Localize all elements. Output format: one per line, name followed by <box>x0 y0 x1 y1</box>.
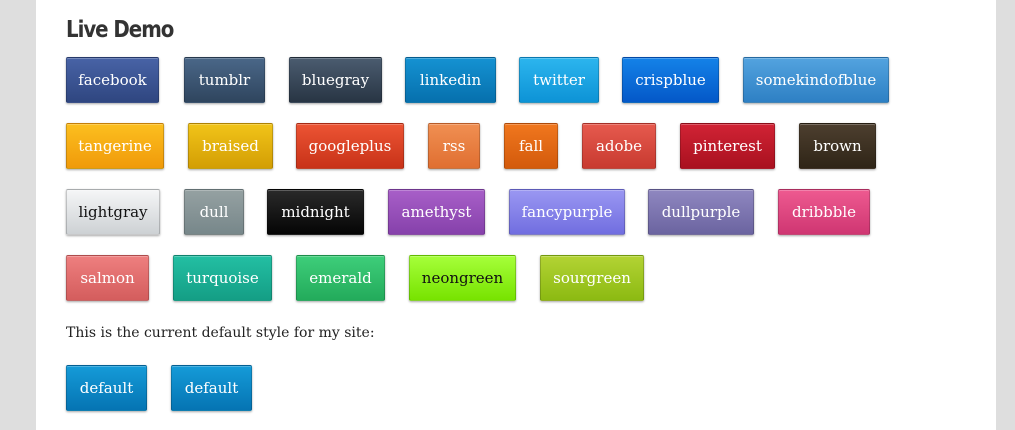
midnight-button[interactable]: midnight <box>267 189 364 235</box>
lightgray-button[interactable]: lightgray <box>66 189 160 235</box>
page-title: Live Demo <box>66 17 174 43</box>
salmon-button[interactable]: salmon <box>66 255 149 301</box>
default-style-note: This is the current default style for my… <box>66 325 375 341</box>
tumblr-button[interactable]: tumblr <box>184 57 265 103</box>
default-button[interactable]: default <box>171 365 252 411</box>
googleplus-button[interactable]: googleplus <box>296 123 404 169</box>
fancypurple-button[interactable]: fancypurple <box>509 189 625 235</box>
pinterest-button[interactable]: pinterest <box>680 123 775 169</box>
braised-button[interactable]: braised <box>188 123 273 169</box>
tangerine-button[interactable]: tangerine <box>66 123 164 169</box>
rss-button[interactable]: rss <box>428 123 480 169</box>
facebook-button[interactable]: facebook <box>66 57 159 103</box>
dullpurple-button[interactable]: dullpurple <box>648 189 754 235</box>
crispblue-button[interactable]: crispblue <box>622 57 719 103</box>
twitter-button[interactable]: twitter <box>519 57 599 103</box>
emerald-button[interactable]: emerald <box>296 255 385 301</box>
dull-button[interactable]: dull <box>184 189 244 235</box>
fall-button[interactable]: fall <box>504 123 558 169</box>
amethyst-button[interactable]: amethyst <box>388 189 485 235</box>
default-button[interactable]: default <box>66 365 147 411</box>
turquoise-button[interactable]: turquoise <box>173 255 272 301</box>
linkedin-button[interactable]: linkedin <box>405 57 496 103</box>
somekindofblue-button[interactable]: somekindofblue <box>743 57 889 103</box>
neongreen-button[interactable]: neongreen <box>409 255 516 301</box>
bluegray-button[interactable]: bluegray <box>289 57 382 103</box>
sourgreen-button[interactable]: sourgreen <box>540 255 644 301</box>
brown-button[interactable]: brown <box>799 123 876 169</box>
content-page: Live Demo facebook tumblr bluegray linke… <box>36 0 996 430</box>
dribbble-button[interactable]: dribbble <box>778 189 870 235</box>
adobe-button[interactable]: adobe <box>582 123 656 169</box>
